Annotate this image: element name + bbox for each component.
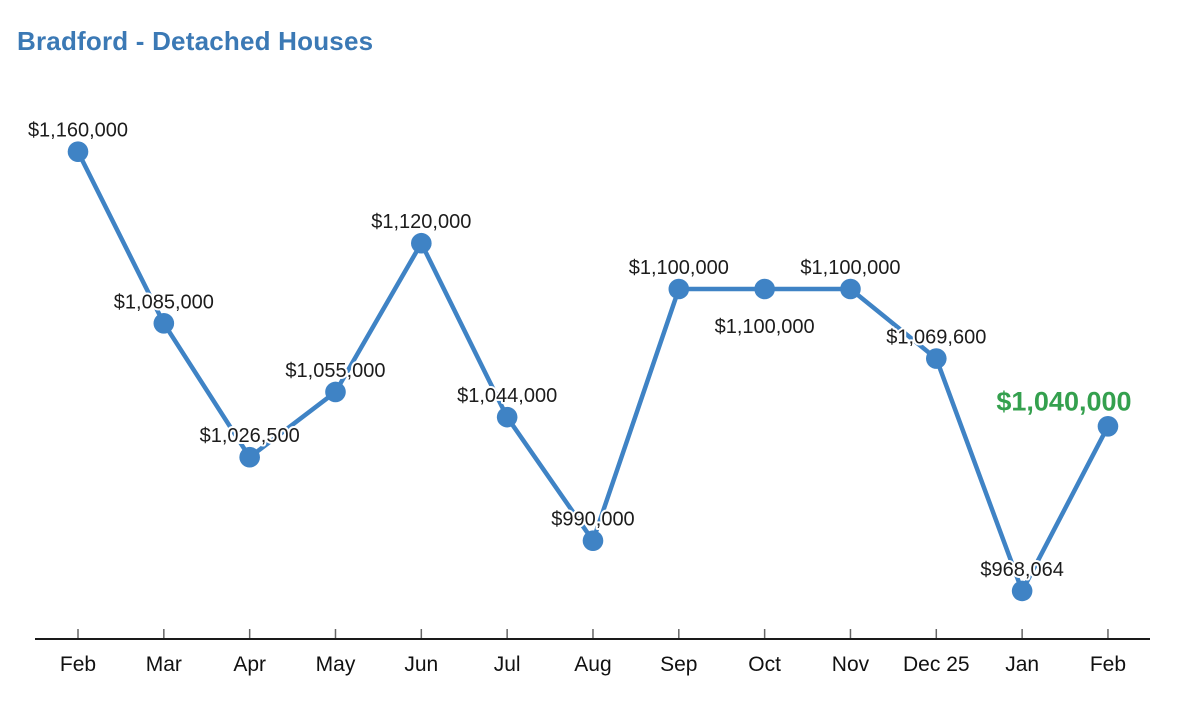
x-axis-label: Feb <box>1090 653 1126 676</box>
data-point-label: $1,044,000 <box>457 385 557 407</box>
x-axis-label: Jul <box>494 653 521 676</box>
data-point-label: $1,085,000 <box>114 291 214 313</box>
data-point[interactable] <box>754 278 775 300</box>
data-point[interactable] <box>325 381 346 403</box>
data-point-label: $1,100,000 <box>629 257 729 279</box>
data-point-label: $1,100,000 <box>715 316 815 338</box>
x-axis-label: Mar <box>146 653 182 676</box>
data-point-label: $1,055,000 <box>285 360 385 382</box>
data-point[interactable] <box>411 232 432 254</box>
x-axis-label: Aug <box>574 653 611 676</box>
x-axis-label: Dec 25 <box>903 653 970 676</box>
x-axis-label: Sep <box>660 653 697 676</box>
data-point-label: $1,100,000 <box>800 257 900 279</box>
data-point[interactable] <box>1011 580 1033 602</box>
data-point-label: $968,064 <box>980 559 1063 581</box>
data-point[interactable] <box>840 278 861 300</box>
x-axis-label: Jun <box>404 653 438 676</box>
x-axis-label: Feb <box>60 653 96 676</box>
x-axis-label: Apr <box>233 653 266 676</box>
data-point[interactable] <box>153 313 175 334</box>
data-point[interactable] <box>239 446 260 468</box>
data-point[interactable] <box>926 348 947 369</box>
data-point-label: $990,000 <box>551 509 634 531</box>
chart-title: Bradford - Detached Houses <box>17 26 374 56</box>
data-point[interactable] <box>67 141 89 163</box>
data-point-label: $1,026,500 <box>200 425 300 447</box>
data-point[interactable] <box>1097 415 1119 437</box>
x-axis-label: Oct <box>748 653 781 676</box>
data-point[interactable] <box>582 530 604 552</box>
x-axis-label: May <box>316 653 356 676</box>
latest-value-label: $1,040,000 <box>996 386 1131 416</box>
data-point-label: $1,160,000 <box>28 120 128 142</box>
x-axis-label: Jan <box>1005 653 1039 676</box>
data-point-label: $1,069,600 <box>886 327 986 349</box>
x-axis-label: Nov <box>832 653 870 676</box>
data-point[interactable] <box>668 278 690 300</box>
data-point[interactable] <box>496 406 518 428</box>
data-point-label: $1,120,000 <box>371 211 471 233</box>
